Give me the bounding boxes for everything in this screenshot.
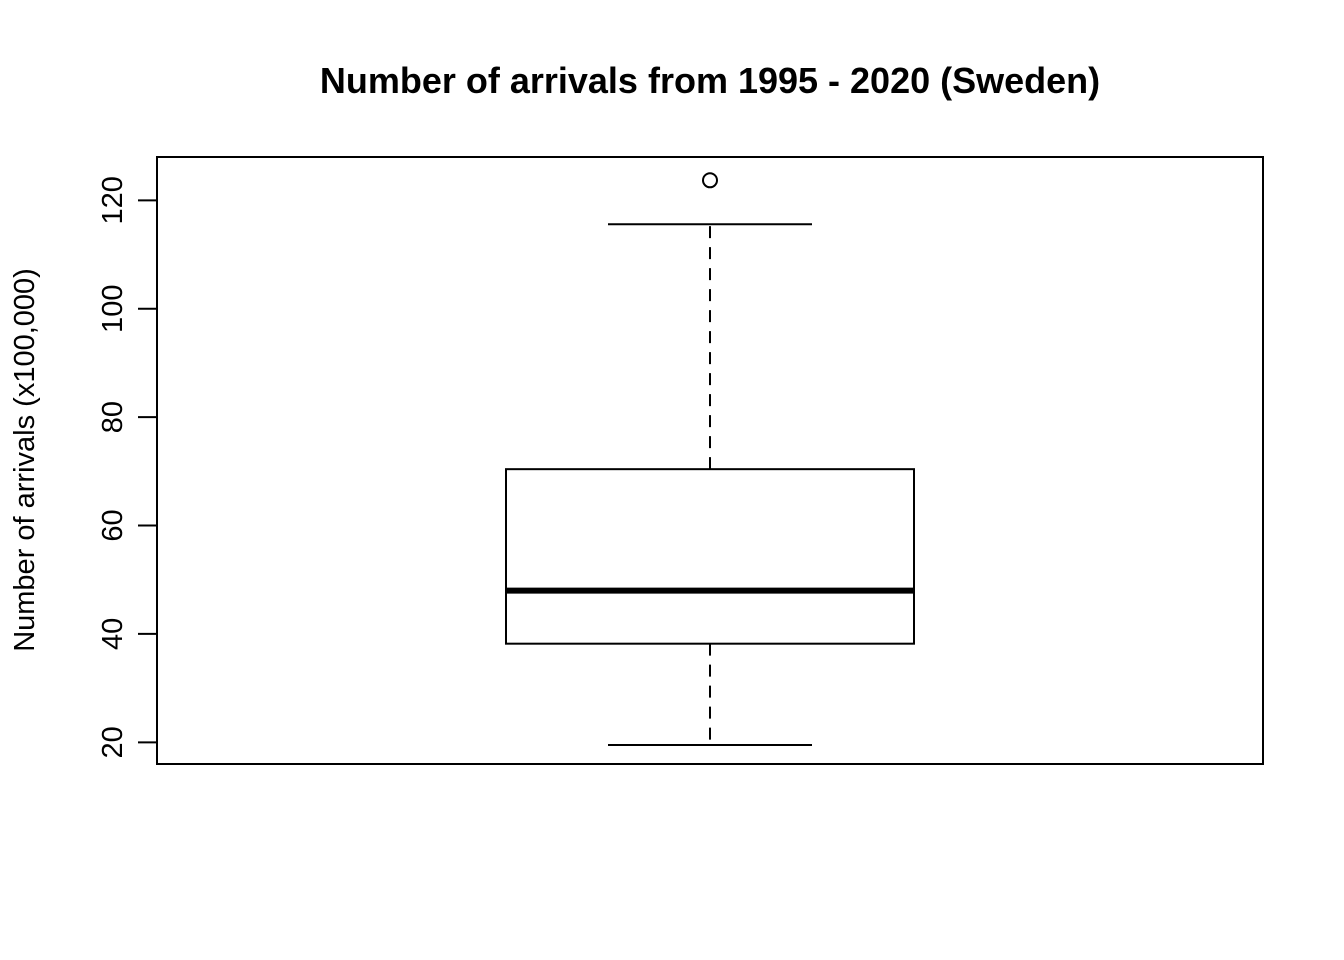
y-tick-label-100: 100 <box>97 285 129 333</box>
interquartile-box <box>505 468 915 645</box>
box-plot <box>505 172 915 747</box>
y-tick-label-120: 120 <box>97 176 129 224</box>
y-tick-label-80: 80 <box>97 401 129 433</box>
y-tick-label-20: 20 <box>97 726 129 758</box>
y-tick-label-40: 40 <box>97 618 129 650</box>
y-tick-label-60: 60 <box>97 509 129 541</box>
y-axis-label: Number of arrivals (x100,000) <box>9 268 41 652</box>
y-axis: 20 40 60 80 100 120 <box>97 176 158 758</box>
chart-title: Number of arrivals from 1995 - 2020 (Swe… <box>320 60 1100 101</box>
outlier-point-0 <box>702 172 718 189</box>
